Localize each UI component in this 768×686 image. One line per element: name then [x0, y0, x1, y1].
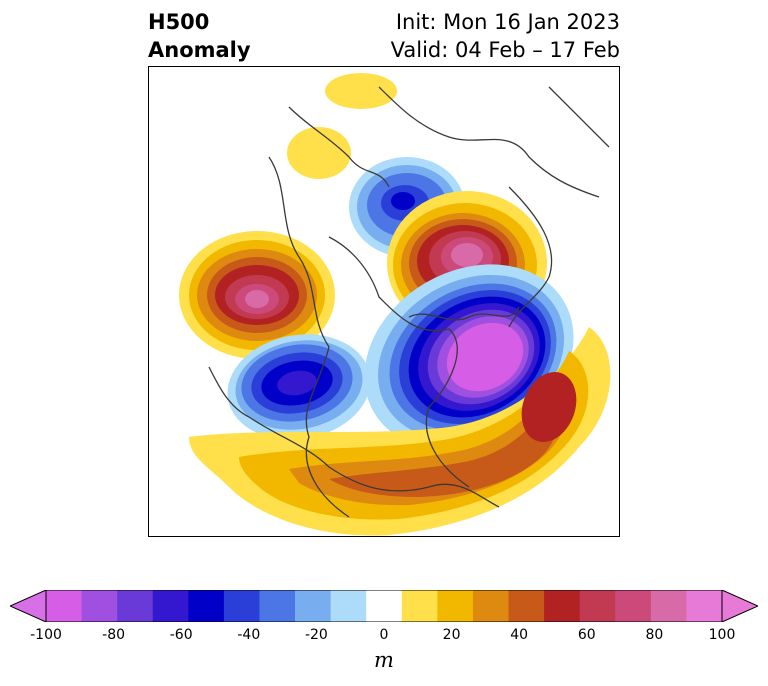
coastlines [208, 86, 610, 518]
colorbar-segment [117, 590, 154, 622]
colorbar-segment [366, 590, 403, 622]
anomaly-map-svg [179, 73, 611, 536]
colorbar-tick-labels: -100 -80 -60 -40 -20 0 20 40 60 80 100 [0, 627, 768, 647]
colorbar-segment [544, 590, 581, 622]
date-info: Init: Mon 16 Jan 2023 Valid: 04 Feb – 17… [391, 8, 620, 64]
colorbar-segment [686, 590, 723, 622]
positive-anomaly-north-pacific [179, 231, 335, 359]
negative-anomaly-east-pacific [227, 334, 371, 440]
colorbar-segment [259, 590, 296, 622]
colorbar-tick-label: 20 [442, 627, 461, 643]
colorbar-tick-label: 40 [510, 627, 529, 643]
colorbar-tick-label: -80 [102, 627, 126, 643]
colorbar-segment [579, 590, 616, 622]
colorbar-tick-label: -60 [169, 627, 193, 643]
colorbar-segment [295, 590, 332, 622]
colorbar-over-arrow [721, 590, 758, 622]
map-title: H500 Anomaly [148, 8, 251, 64]
colorbar-segment [152, 590, 189, 622]
anomaly-map [148, 66, 620, 537]
colorbar-segment [81, 590, 118, 622]
colorbar-outline [45, 590, 723, 622]
colorbar-under-arrow [10, 590, 47, 622]
init-date: Init: Mon 16 Jan 2023 [395, 10, 620, 34]
positive-anomaly-siberia [287, 73, 397, 179]
colorbar-tick-label: 60 [577, 627, 596, 643]
colorbar-segment [508, 590, 545, 622]
colorbar-segment [437, 590, 474, 622]
colorbar-segments [46, 590, 723, 622]
colorbar-tick-label: 0 [379, 627, 389, 643]
colorbar-tick-label: -100 [30, 627, 62, 643]
colorbar-segment [615, 590, 652, 622]
colorbar-segment [472, 590, 510, 622]
colorbar-segment [223, 590, 260, 622]
title-line-1: H500 [148, 10, 210, 34]
colorbar-segment [401, 590, 438, 622]
colorbar-unit-label: m [374, 648, 394, 672]
colorbar-segment [650, 590, 687, 622]
colorbar-tick-label: 80 [645, 627, 664, 643]
colorbar-tick-label: -20 [304, 627, 328, 643]
colorbar-segment [46, 590, 83, 622]
colorbar-segment [330, 590, 367, 622]
title-line-2: Anomaly [148, 38, 251, 62]
colorbar-tick-label: 100 [708, 627, 736, 643]
colorbar [10, 590, 758, 622]
colorbar-tick-label: -40 [237, 627, 261, 643]
positive-anomaly-us-atlantic [189, 327, 611, 536]
colorbar-segment [188, 590, 225, 622]
valid-range: Valid: 04 Feb – 17 Feb [390, 38, 620, 62]
